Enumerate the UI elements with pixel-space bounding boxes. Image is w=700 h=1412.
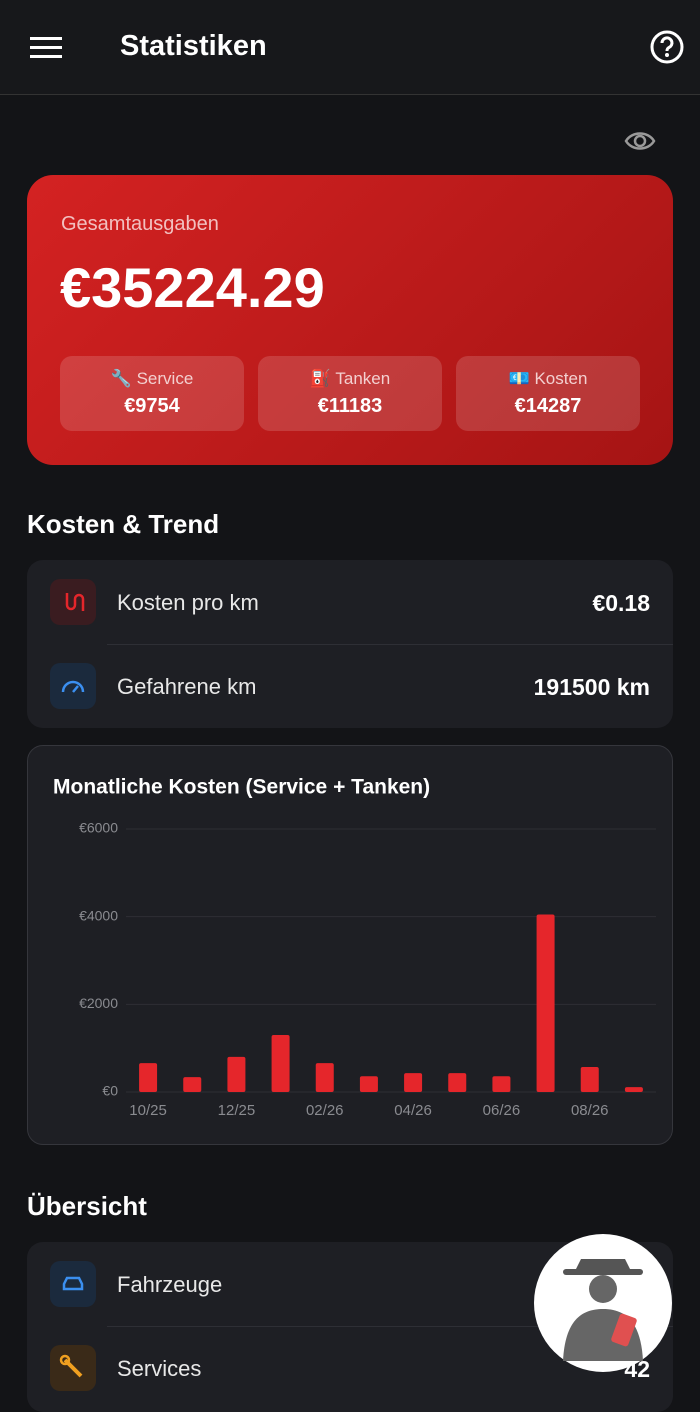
bar bbox=[271, 1035, 290, 1092]
label: 💶 Kosten bbox=[508, 369, 588, 388]
x-tick-label: 06/26 bbox=[483, 1102, 521, 1119]
chart-card: Monatliche Kosten (Service + Tanken) €0 €… bbox=[27, 745, 673, 1145]
label: ⛽ Tanken bbox=[309, 369, 391, 388]
bar bbox=[580, 1067, 599, 1092]
bar bbox=[404, 1073, 423, 1092]
icon bbox=[50, 1261, 96, 1307]
label: 🔧 Service bbox=[110, 369, 194, 388]
value: €9754 bbox=[124, 395, 180, 417]
y-tick-label: €2000 bbox=[79, 995, 118, 1011]
x-tick-label: 02/26 bbox=[306, 1102, 344, 1119]
y-tick-label: €6000 bbox=[79, 820, 118, 836]
icon bbox=[50, 1345, 96, 1391]
icon bbox=[50, 579, 96, 625]
service-box: 🔧 Service €9754 bbox=[60, 356, 244, 431]
visibility-toggle[interactable] bbox=[624, 128, 656, 154]
x-tick-label: 08/26 bbox=[571, 1102, 609, 1119]
total-card: Gesamtausgaben €35224.29 🔧 Service €9754 … bbox=[27, 175, 673, 465]
row-label: Services bbox=[117, 1356, 202, 1381]
bar bbox=[139, 1063, 158, 1092]
help-button[interactable] bbox=[649, 29, 685, 65]
bar bbox=[183, 1077, 202, 1092]
chart: Monatliche Kosten (Service + Tanken) €0 €… bbox=[53, 776, 656, 1119]
list-row: Kosten pro km €0.18 bbox=[27, 560, 673, 644]
icon bbox=[50, 663, 96, 709]
row-label: Kosten pro km bbox=[117, 590, 259, 615]
bar bbox=[359, 1076, 378, 1092]
app-bar: Statistiken bbox=[0, 0, 700, 95]
x-tick-label: 10/25 bbox=[129, 1102, 167, 1119]
floating-avatar[interactable] bbox=[533, 1233, 673, 1373]
chart-title: Monatliche Kosten (Service + Tanken) bbox=[53, 776, 430, 799]
y-tick-label: €0 bbox=[102, 1083, 118, 1099]
menu-button[interactable] bbox=[30, 35, 64, 59]
section-heading: Übersicht bbox=[27, 1191, 147, 1221]
page-title: Statistiken bbox=[120, 30, 267, 62]
bar bbox=[492, 1076, 511, 1092]
total-label: Gesamtausgaben bbox=[61, 213, 219, 235]
y-tick-label: €4000 bbox=[79, 907, 118, 923]
row-value: 191500 km bbox=[533, 674, 650, 700]
x-tick-label: 04/26 bbox=[394, 1102, 432, 1119]
row-label: Gefahrene km bbox=[117, 674, 257, 699]
bar bbox=[448, 1073, 467, 1092]
row-label: Fahrzeuge bbox=[117, 1272, 223, 1297]
bar bbox=[315, 1063, 334, 1092]
row-value: €0.18 bbox=[592, 590, 650, 616]
trend-panel: Kosten pro km €0.18 Gefahrene km 191500 … bbox=[27, 560, 673, 728]
cost-box: 💶 Kosten €14287 bbox=[456, 356, 640, 431]
x-tick-label: 12/25 bbox=[218, 1102, 256, 1119]
list-row: Gefahrene km 191500 km bbox=[27, 644, 673, 728]
total-value: €35224.29 bbox=[60, 256, 325, 319]
list-row[interactable]: Fahrzeuge bbox=[27, 1242, 673, 1326]
bar bbox=[536, 914, 555, 1092]
section-heading: Kosten & Trend bbox=[27, 509, 220, 539]
value: €11183 bbox=[317, 395, 383, 417]
bar bbox=[227, 1056, 246, 1092]
bar bbox=[624, 1087, 643, 1092]
fuel-box: ⛽ Tanken €11183 bbox=[258, 356, 442, 431]
list-row[interactable]: Services 42 bbox=[27, 1326, 673, 1410]
value: €14287 bbox=[514, 395, 582, 417]
